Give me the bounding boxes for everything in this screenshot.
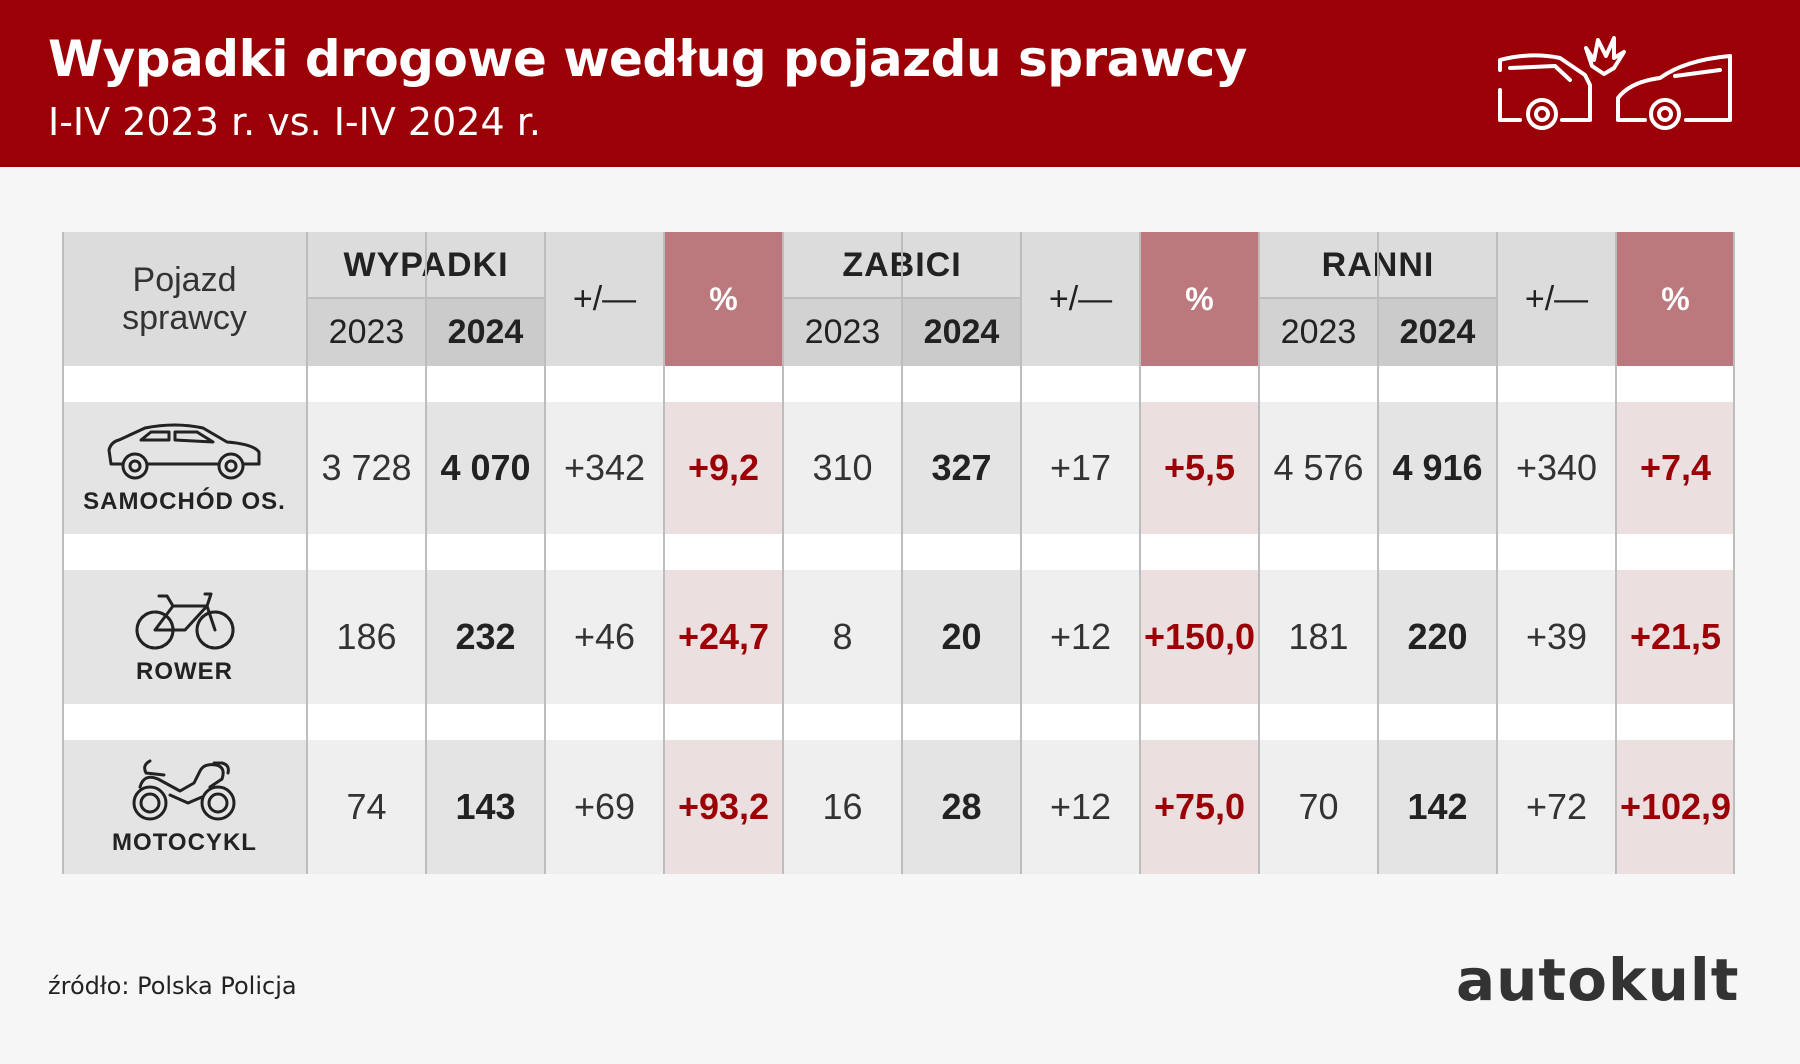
grid-line: [1020, 232, 1022, 874]
corner-label-line2: sprawcy: [122, 299, 247, 337]
pct-cell: +5,5: [1140, 402, 1259, 534]
value-cell: 186: [307, 570, 426, 704]
diff-cell: +340: [1497, 402, 1616, 534]
vehicle-cell-car: SAMOCHÓD OS.: [62, 402, 307, 534]
grid-line: [1496, 232, 1498, 874]
brand-logo: autokult: [1456, 946, 1740, 1014]
grid-line: [1615, 232, 1617, 874]
grid-line: [425, 232, 427, 874]
grid-line: [1259, 297, 1497, 299]
grid-line: [663, 232, 665, 874]
grid-line: [1139, 232, 1141, 874]
value-cell: 16: [783, 740, 902, 874]
pct-cell: +24,7: [664, 570, 783, 704]
grid-line: [782, 232, 784, 874]
value-cell: 232: [426, 570, 545, 704]
diff-cell: +17: [1021, 402, 1140, 534]
pct-header: %: [664, 232, 783, 366]
diff-cell: +12: [1021, 740, 1140, 874]
grid-line: [901, 232, 903, 874]
value-cell: 310: [783, 402, 902, 534]
page-title: Wypadki drogowe według pojazdu sprawcy: [48, 30, 1247, 88]
grid-line: [307, 297, 545, 299]
grid-line: [1733, 232, 1735, 874]
row-separator: [62, 366, 1735, 402]
diff-cell: +46: [545, 570, 664, 704]
row-separator: [62, 704, 1735, 740]
row-separator: [62, 534, 1735, 570]
motorcycle-icon: [132, 759, 235, 821]
value-cell: 74: [307, 740, 426, 874]
year-header-2024: 2024: [426, 298, 545, 366]
diff-cell: +12: [1021, 570, 1140, 704]
value-cell: 70: [1259, 740, 1378, 874]
vehicle-cell-bicycle: ROWER: [62, 570, 307, 704]
value-cell: 3 728: [307, 402, 426, 534]
pct-cell: +9,2: [664, 402, 783, 534]
value-cell: 4 916: [1378, 402, 1497, 534]
pct-cell: +21,5: [1616, 570, 1735, 704]
diff-cell: +342: [545, 402, 664, 534]
grid-line: [1377, 232, 1379, 874]
year-header-2023: 2023: [1259, 298, 1378, 366]
grid-line: [544, 232, 546, 874]
year-header-2024: 2024: [902, 298, 1021, 366]
year-header-2023: 2023: [307, 298, 426, 366]
diff-cell: +72: [1497, 740, 1616, 874]
car-crash-icon: [1498, 36, 1732, 130]
car-icon: [107, 423, 260, 480]
pct-header: %: [1140, 232, 1259, 366]
vehicle-name: ROWER: [136, 658, 233, 685]
value-cell: 142: [1378, 740, 1497, 874]
bicycle-icon: [135, 592, 234, 650]
pct-cell: +75,0: [1140, 740, 1259, 874]
diff-header: +/—: [545, 232, 664, 366]
vehicle-name: SAMOCHÓD OS.: [83, 488, 286, 515]
value-cell: 4 070: [426, 402, 545, 534]
value-cell: 28: [902, 740, 1021, 874]
diff-header: +/—: [1021, 232, 1140, 366]
diff-cell: +39: [1497, 570, 1616, 704]
value-cell: 4 576: [1259, 402, 1378, 534]
diff-header: +/—: [1497, 232, 1616, 366]
diff-cell: +69: [545, 740, 664, 874]
grid-line: [306, 232, 308, 874]
pct-cell: +102,9: [1616, 740, 1735, 874]
value-cell: 143: [426, 740, 545, 874]
year-header-2023: 2023: [783, 298, 902, 366]
value-cell: 20: [902, 570, 1021, 704]
vehicle-cell-motorcycle: MOTOCYKL: [62, 740, 307, 874]
pct-cell: +93,2: [664, 740, 783, 874]
source-note: źródło: Polska Policja: [48, 972, 297, 1000]
pct-header: %: [1616, 232, 1735, 366]
value-cell: 8: [783, 570, 902, 704]
accidents-table: Pojazd sprawcy WYPADKI 2023 2024 +/— % Z…: [62, 232, 1735, 874]
header-banner: Wypadki drogowe według pojazdu sprawcy I…: [0, 0, 1800, 167]
corner-header: Pojazd sprawcy: [62, 232, 307, 366]
page-subtitle: I-IV 2023 r. vs. I-IV 2024 r.: [48, 100, 541, 144]
corner-label-line1: Pojazd: [132, 261, 237, 299]
grid-line: [1258, 232, 1260, 874]
vehicle-name: MOTOCYKL: [112, 829, 257, 856]
year-header-2024: 2024: [1378, 298, 1497, 366]
value-cell: 327: [902, 402, 1021, 534]
value-cell: 181: [1259, 570, 1378, 704]
grid-line: [62, 232, 64, 874]
pct-cell: +150,0: [1140, 570, 1259, 704]
grid-line: [783, 297, 1021, 299]
value-cell: 220: [1378, 570, 1497, 704]
pct-cell: +7,4: [1616, 402, 1735, 534]
